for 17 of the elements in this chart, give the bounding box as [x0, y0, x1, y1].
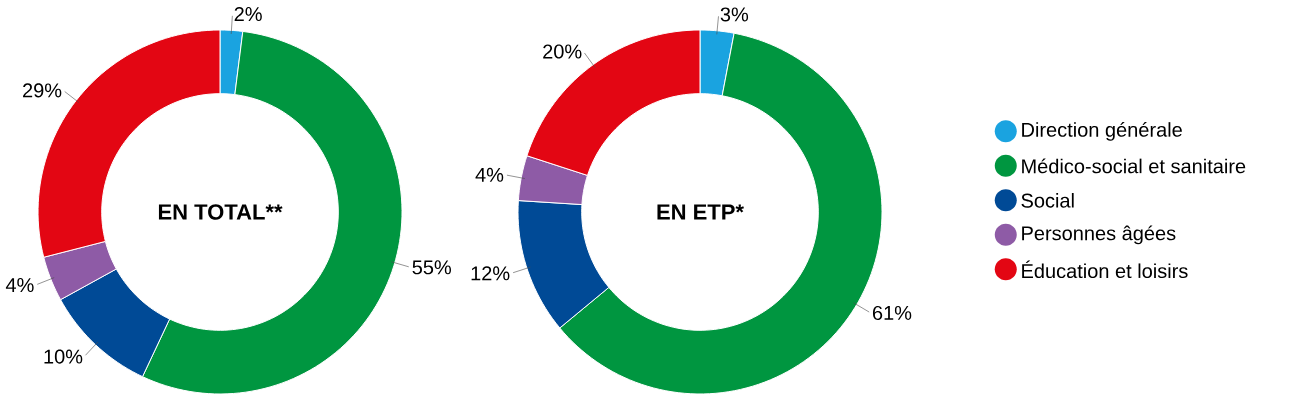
data-label: 55%: [412, 260, 452, 275]
data-label: 4%: [475, 167, 504, 182]
legend-label: Social: [1021, 193, 1074, 208]
legend-label: Personnes âgées: [1022, 225, 1176, 245]
data-label: 2%: [234, 6, 262, 22]
data-label: 10%: [44, 349, 83, 364]
data-label: 12%: [471, 266, 510, 281]
text: EN TOTAL**: [158, 204, 283, 220]
text: EN ETP*: [657, 204, 744, 220]
legend-label: Médico-social et sanitaire: [1022, 158, 1246, 174]
data-label: 29%: [23, 83, 62, 98]
legend-label: Éducation et loisirs: [1022, 260, 1188, 279]
data-label: 61%: [872, 305, 912, 321]
legend-label: Direction générale: [1022, 121, 1182, 141]
data-label: 20%: [543, 44, 582, 59]
data-label: 3%: [720, 7, 749, 22]
data-label: 4%: [5, 278, 34, 293]
